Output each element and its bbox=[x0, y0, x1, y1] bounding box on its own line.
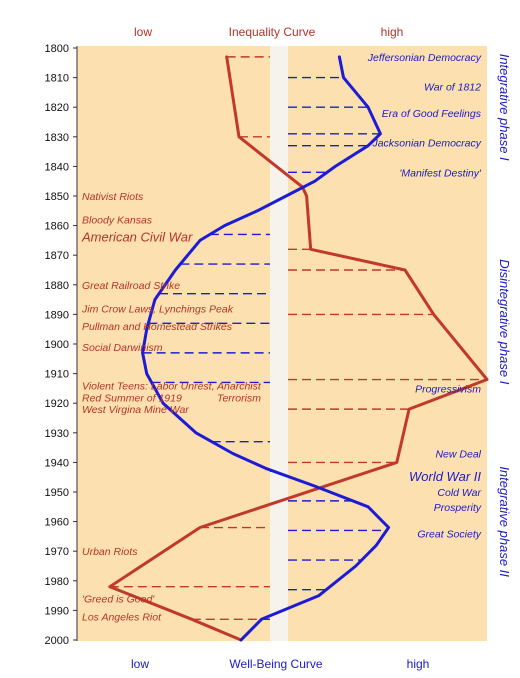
right-annotation: Cold War bbox=[437, 487, 481, 499]
phase-label: Disintegrative phase I bbox=[497, 259, 512, 384]
y-tick-label: 1900 bbox=[45, 339, 69, 351]
bottom-label-high: high bbox=[407, 657, 430, 671]
top-label-low: low bbox=[134, 25, 152, 39]
top-label-high: high bbox=[381, 25, 404, 39]
axis-group: 1800 1810 1820 1830 1840 1850 1860 1870 1880 1890… bbox=[45, 43, 78, 647]
top-label-title: Inequality Curve bbox=[229, 25, 316, 39]
y-tick-label: 1980 bbox=[45, 576, 69, 588]
left-annotation: Nativist Riots bbox=[82, 191, 144, 203]
right-annotation: Jeffersonian Democracy bbox=[367, 52, 482, 64]
right-annotation: Progressivism bbox=[415, 383, 481, 395]
y-tick-label: 1880 bbox=[45, 280, 69, 292]
left-annotation: Los Angeles Riot bbox=[82, 611, 162, 623]
left-annotation: Urban Riots bbox=[82, 546, 138, 558]
y-tick-label: 1960 bbox=[45, 517, 69, 529]
bottom-label-title: Well-Being Curve bbox=[229, 657, 322, 671]
left-annotation: Social Darwinism bbox=[82, 342, 163, 354]
y-tick-label: 1860 bbox=[45, 221, 69, 233]
left-annotation: 'Greed is Good' bbox=[82, 594, 155, 606]
y-tick-label: 1930 bbox=[45, 428, 69, 440]
left-annotation: Red Summer of 1919 bbox=[82, 392, 182, 404]
y-tick-label: 1910 bbox=[45, 369, 69, 381]
y-tick-label: 2000 bbox=[45, 635, 69, 647]
y-tick-label: 1840 bbox=[45, 161, 69, 173]
center-strip bbox=[270, 46, 288, 641]
bottom-label-low: low bbox=[131, 657, 149, 671]
right-annotation: New Deal bbox=[435, 449, 481, 461]
left-annotation: Bloody Kansas bbox=[82, 215, 153, 227]
right-annotation: 'Manifest Destiny' bbox=[399, 167, 482, 179]
left-annotation: Pullman and Homestead Strikes bbox=[82, 321, 233, 333]
annotations-group: Nativist Riots Bloody Kansas American Civi… bbox=[81, 52, 512, 623]
y-tick-label: 1940 bbox=[45, 457, 69, 469]
y-tick-label: 1810 bbox=[45, 73, 69, 85]
y-tick-label: 1920 bbox=[45, 398, 69, 410]
y-tick-label: 1970 bbox=[45, 546, 69, 558]
right-annotation: War of 1812 bbox=[424, 81, 481, 93]
y-tick-label: 1850 bbox=[45, 191, 69, 203]
wellbeing-curve bbox=[141, 55, 391, 642]
phase-label: Integrative phase II bbox=[497, 466, 512, 577]
left-annotation: West Virgina Mine War bbox=[82, 404, 189, 416]
y-tick-label: 1800 bbox=[45, 43, 69, 55]
left-annotation: Terrorism bbox=[217, 392, 261, 404]
right-annotation: Prosperity bbox=[434, 502, 482, 514]
right-annotation: World War II bbox=[409, 469, 481, 484]
dashes-group bbox=[109, 56, 487, 620]
left-annotation: Jim Crow Laws, Lynchings Peak bbox=[81, 303, 234, 315]
right-annotation: Era of Good Feelings bbox=[382, 108, 482, 120]
right-annotation: Great Society bbox=[417, 528, 481, 540]
series-group bbox=[108, 55, 489, 642]
y-tick-label: 1830 bbox=[45, 132, 69, 144]
right-annotation: Jacksonian Democracy bbox=[371, 138, 481, 150]
y-tick-label: 1990 bbox=[45, 605, 69, 617]
left-annotation: Violent Teens: Labor Unrest, Anarchist bbox=[82, 380, 262, 392]
y-tick-label: 1950 bbox=[45, 487, 69, 499]
y-tick-label: 1890 bbox=[45, 309, 69, 321]
left-annotation: Great Railroad Strike bbox=[82, 280, 180, 292]
phase-label: Integrative phase I bbox=[497, 54, 512, 161]
y-tick-label: 1870 bbox=[45, 250, 69, 262]
left-annotation: American Civil War bbox=[81, 229, 193, 244]
y-tick-label: 1820 bbox=[45, 102, 69, 114]
